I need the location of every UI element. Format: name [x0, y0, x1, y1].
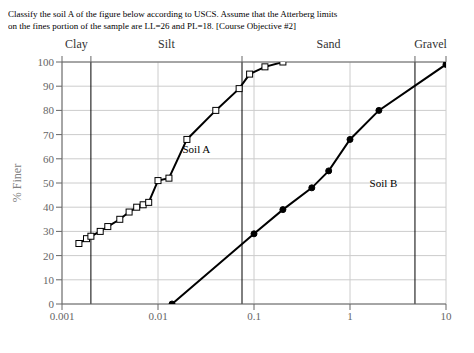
html-text:Classify the soil A of the fig: Classify the soil A of the figure below …: [8, 9, 338, 19]
svg-text:Silt: Silt: [158, 37, 175, 51]
svg-text:0.001: 0.001: [50, 310, 75, 322]
svg-text:60: 60: [43, 153, 55, 165]
svg-text:0: 0: [49, 298, 55, 310]
svg-text:Clay: Clay: [65, 37, 88, 51]
svg-text:40: 40: [43, 201, 55, 213]
svg-text:0.1: 0.1: [247, 310, 261, 322]
svg-text:Soil B: Soil B: [370, 177, 398, 189]
svg-text:Gravel: Gravel: [414, 37, 447, 51]
svg-text:% Finer: % Finer: [10, 164, 24, 202]
svg-text:90: 90: [43, 80, 55, 92]
svg-text:Sand: Sand: [316, 37, 340, 51]
svg-text:10: 10: [43, 274, 55, 286]
svg-text:100: 100: [38, 56, 55, 68]
svg-text:0.01: 0.01: [148, 310, 167, 322]
svg-text:1: 1: [347, 310, 353, 322]
svg-text:20: 20: [43, 250, 55, 262]
svg-text:10: 10: [441, 310, 453, 322]
svg-text:Soil A: Soil A: [183, 143, 211, 155]
svg-text:80: 80: [43, 104, 55, 116]
svg-text:30: 30: [43, 225, 55, 237]
svg-text:50: 50: [43, 177, 55, 189]
html-text:on the fines portion of the sa: on the fines portion of the sample are L…: [8, 21, 297, 31]
svg-text:70: 70: [43, 129, 55, 141]
